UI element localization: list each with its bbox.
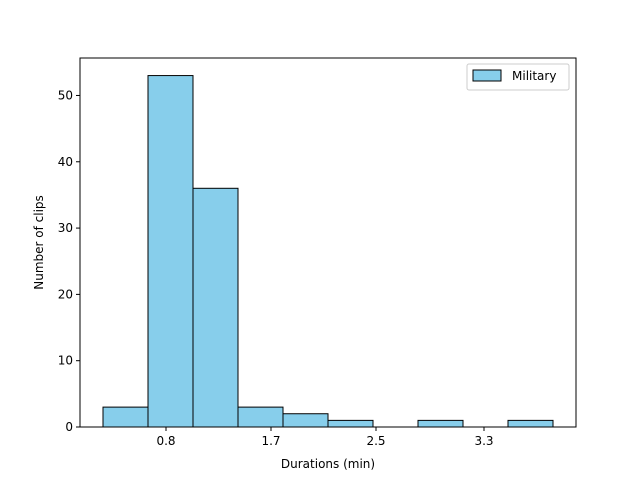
- histogram-bar: [507, 419, 554, 428]
- y-tick-label: 40: [58, 155, 73, 169]
- x-axis: 0.8 1.7 2.5 3.3: [156, 427, 494, 448]
- histogram-bar: [147, 75, 194, 428]
- y-axis: 0 10 20 30 40 50: [58, 88, 80, 434]
- y-axis-label: Number of clips: [32, 195, 46, 290]
- x-tick-label: 0.8: [156, 434, 175, 448]
- y-tick-label: 0: [65, 420, 73, 434]
- histogram-bar: [102, 406, 149, 428]
- legend-swatch-military: [472, 69, 502, 82]
- x-tick-label: 3.3: [474, 434, 493, 448]
- histogram-bar: [417, 419, 464, 428]
- histogram-bar: [282, 413, 329, 428]
- x-axis-label: Durations (min): [281, 457, 375, 471]
- legend: Military: [466, 63, 570, 91]
- histogram-bar: [192, 187, 239, 428]
- histogram-bar: [237, 406, 284, 428]
- y-tick-label: 50: [58, 88, 73, 102]
- plot-frame: [79, 57, 577, 428]
- histogram-bar: [327, 419, 374, 428]
- y-tick-label: 10: [58, 354, 73, 368]
- y-tick-label: 30: [58, 221, 73, 235]
- y-tick-label: 20: [58, 287, 73, 301]
- x-tick-label: 2.5: [366, 434, 385, 448]
- legend-label-military: Military: [512, 69, 556, 83]
- x-tick-label: 1.7: [261, 434, 280, 448]
- bars-group: [102, 75, 554, 428]
